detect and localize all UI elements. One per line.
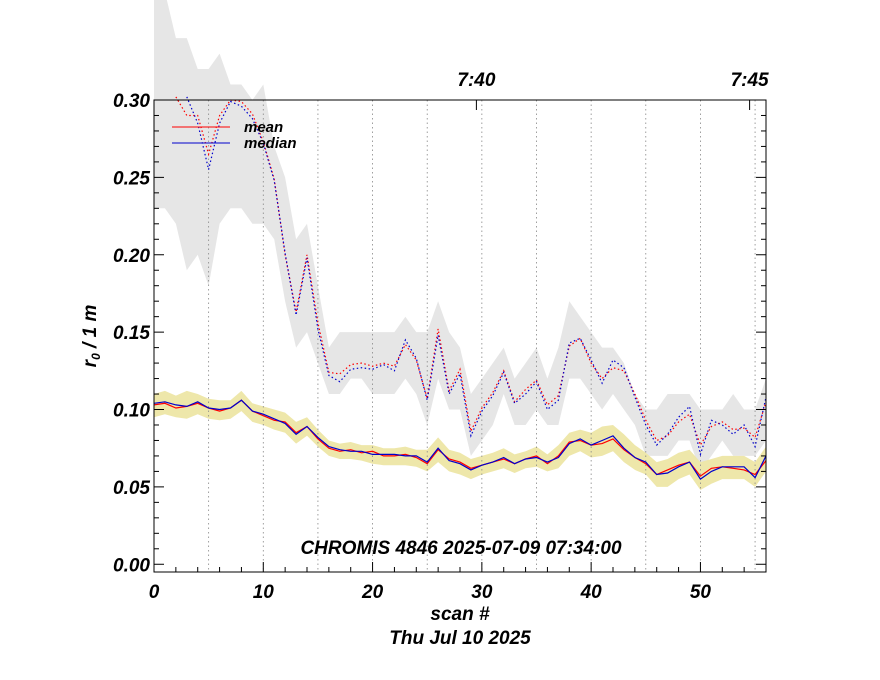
y-tick-label-6: 0.30 (113, 91, 150, 112)
legend-label-mean: mean (244, 119, 283, 136)
x-tick-label-10: 10 (253, 582, 275, 603)
x-axis-label: scan # (430, 604, 490, 625)
x-tick-label-50: 50 (690, 582, 712, 603)
y-axis-label-subscript: 0 (89, 353, 103, 360)
y-tick-label-3: 0.15 (113, 323, 150, 344)
x-tick-label-20: 20 (361, 582, 384, 603)
y-axis-label-main: r (80, 358, 101, 367)
x-tick-label-30: 30 (471, 582, 493, 603)
band-spread-lower (154, 390, 766, 490)
y-tick-label-4: 0.20 (113, 246, 150, 267)
y-tick-label-0: 0.00 (113, 555, 150, 576)
y-axis-label-tail: / 1 m (80, 305, 101, 354)
x-tick-label-0: 0 (149, 582, 160, 603)
legend-label-median: median (244, 135, 297, 152)
chart-title: CHROMIS 4846 2025-07-09 07:34:00 (300, 538, 622, 559)
top-tick-label-0: 7:40 (457, 70, 495, 91)
y-tick-label-1: 0.05 (113, 478, 150, 499)
series-median (154, 399, 766, 480)
legend: mean median (172, 119, 297, 152)
y-tick-label-2: 0.10 (113, 401, 150, 422)
y-axis-label: r0 / 1 m (80, 305, 103, 368)
x-axis-date-label: Thu Jul 10 2025 (389, 628, 531, 649)
top-tick-label-1: 7:45 (731, 70, 769, 91)
band-spread-upper (154, 0, 766, 472)
x-tick-label-40: 40 (580, 582, 603, 603)
y-tick-label-5: 0.25 (113, 168, 150, 189)
